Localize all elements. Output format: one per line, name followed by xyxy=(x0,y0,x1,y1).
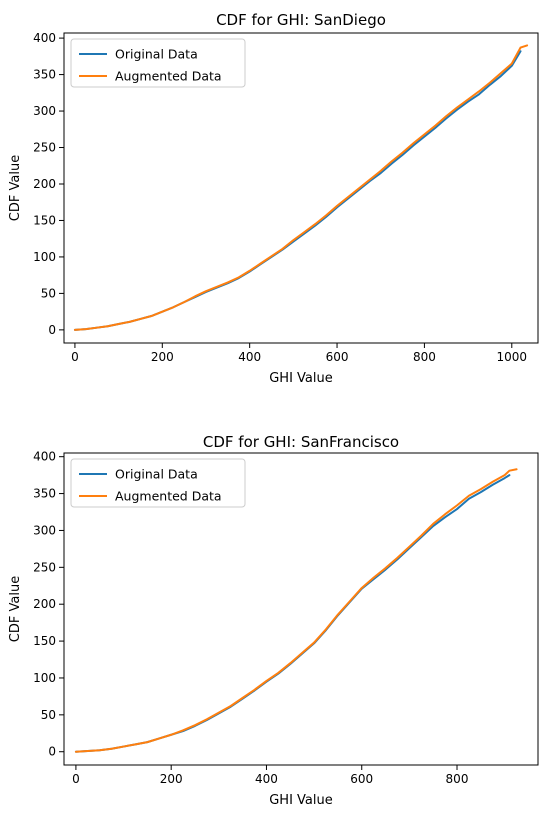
subplot-1: CDF for GHI: SanDiego 0 200 400 600 800 1000 0 5… xyxy=(8,11,539,386)
x-tick-label: 600 xyxy=(350,772,373,786)
series-line-augmented xyxy=(74,468,518,753)
x-tick-label: 0 xyxy=(71,350,79,364)
chart-title: CDF for GHI: SanDiego xyxy=(216,11,386,29)
x-axis-label: GHI Value xyxy=(269,371,333,386)
legend-label: Augmented Data xyxy=(115,69,222,84)
series-line-original xyxy=(73,50,522,331)
y-axis-label: CDF Value xyxy=(8,576,23,642)
y-tick-label: 100 xyxy=(33,250,56,264)
y-tick-label: 0 xyxy=(48,323,56,337)
y-tick-label: 300 xyxy=(33,523,56,537)
y-tick-label: 50 xyxy=(41,708,56,722)
y-tick-label: 350 xyxy=(33,487,56,501)
plot-frame xyxy=(63,452,539,766)
x-tick-label: 0 xyxy=(72,772,80,786)
y-tick-label: 50 xyxy=(41,286,56,300)
series-line-original xyxy=(74,474,511,753)
legend-label: Augmented Data xyxy=(115,489,222,504)
x-tick-label: 800 xyxy=(446,772,469,786)
legend: Original Data Augmented Data xyxy=(70,458,246,508)
x-tick-label: 800 xyxy=(413,350,436,364)
legend-box xyxy=(70,458,246,508)
y-tick-label: 250 xyxy=(33,560,56,574)
x-tick-label: 600 xyxy=(326,350,349,364)
legend: Original Data Augmented Data xyxy=(70,38,246,88)
y-tick-label: 350 xyxy=(33,68,56,82)
x-tick-label: 400 xyxy=(238,350,261,364)
x-tick-label: 1000 xyxy=(497,350,528,364)
y-tick-label: 250 xyxy=(33,141,56,155)
legend-box xyxy=(70,38,246,88)
x-tick-label: 200 xyxy=(151,350,174,364)
y-tick-label: 200 xyxy=(33,597,56,611)
series-line-augmented xyxy=(73,44,529,331)
y-tick-label: 150 xyxy=(33,634,56,648)
y-tick-label: 150 xyxy=(33,213,56,227)
y-axis-label: CDF Value xyxy=(8,155,23,221)
legend-label: Original Data xyxy=(115,47,198,62)
y-tick-label: 400 xyxy=(33,31,56,45)
subplot-2: CDF for GHI: SanFrancisco 0 200 400 600 800 0 5… xyxy=(8,433,539,808)
legend-label: Original Data xyxy=(115,467,198,482)
x-tick-label: 200 xyxy=(160,772,183,786)
chart-title: CDF for GHI: SanFrancisco xyxy=(203,433,399,451)
y-tick-label: 100 xyxy=(33,671,56,685)
y-tick-label: 0 xyxy=(48,745,56,759)
y-tick-label: 200 xyxy=(33,177,56,191)
plot-frame xyxy=(63,32,539,344)
x-axis-label: GHI Value xyxy=(269,793,333,808)
y-tick-label: 400 xyxy=(33,450,56,464)
x-tick-label: 400 xyxy=(255,772,278,786)
y-tick-label: 300 xyxy=(33,104,56,118)
